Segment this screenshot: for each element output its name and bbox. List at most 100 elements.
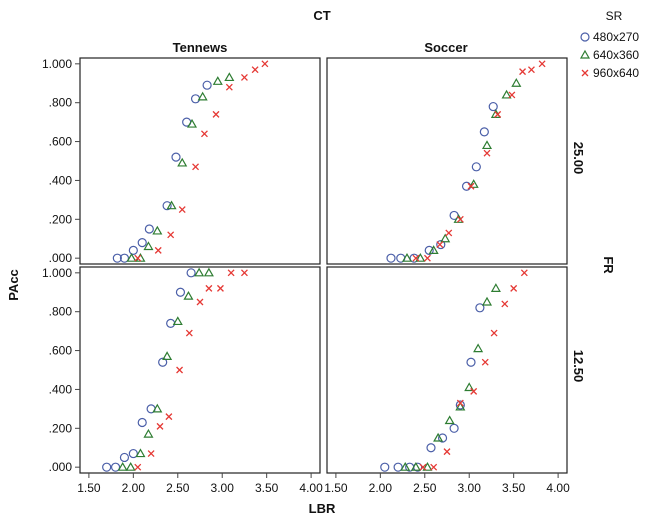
data-point-triangle bbox=[401, 252, 413, 262]
legend-marker-circle bbox=[580, 32, 590, 42]
data-point-circle bbox=[466, 357, 476, 367]
data-point-circle bbox=[449, 423, 459, 433]
y-tick-label: .200 bbox=[49, 212, 73, 226]
data-point-triangle bbox=[143, 428, 154, 438]
y-tick-label: .400 bbox=[49, 382, 73, 396]
y-tick-label: .800 bbox=[49, 305, 73, 319]
row-strip-label-25: 25.00 bbox=[571, 142, 586, 175]
series-480x270 bbox=[380, 303, 485, 472]
data-point-circle bbox=[455, 400, 465, 410]
data-point-triangle bbox=[162, 351, 173, 360]
column-variable-title: CT bbox=[313, 8, 330, 23]
column-strip-label-soccer: Soccer bbox=[424, 40, 467, 55]
y-tick-label: .600 bbox=[49, 344, 73, 358]
data-point-circle bbox=[102, 462, 112, 472]
legend-label-640x360: 640x360 bbox=[593, 48, 639, 62]
data-point-triangle bbox=[415, 252, 426, 262]
x-tick-label: 3.00 bbox=[458, 481, 482, 495]
data-point-circle bbox=[393, 462, 403, 472]
data-point-triangle bbox=[473, 343, 484, 353]
y-tick-label: .000 bbox=[49, 251, 73, 265]
panel-frame bbox=[326, 57, 568, 265]
x-tick-label: 2.00 bbox=[369, 481, 393, 495]
data-point-cross bbox=[436, 241, 444, 249]
data-point-cross bbox=[134, 463, 142, 471]
data-point-cross bbox=[538, 60, 546, 68]
data-point-circle bbox=[162, 201, 172, 211]
x-tick-label: 2.50 bbox=[413, 481, 437, 495]
data-point-triangle bbox=[444, 415, 455, 425]
y-tick-label: .000 bbox=[49, 460, 73, 474]
data-point-cross bbox=[147, 450, 155, 458]
data-point-cross bbox=[216, 284, 224, 292]
data-point-circle bbox=[112, 253, 122, 263]
data-point-cross bbox=[527, 66, 535, 74]
series-640x360 bbox=[401, 78, 522, 262]
data-point-cross bbox=[134, 254, 142, 262]
data-point-circle bbox=[128, 448, 138, 459]
data-point-cross bbox=[240, 269, 248, 277]
legend-entry-960x640: 960x640 bbox=[581, 66, 639, 80]
series-960x640 bbox=[419, 269, 528, 471]
y-tick-label: .200 bbox=[49, 421, 73, 435]
x-tick-label: 2.00 bbox=[122, 481, 146, 495]
data-point-triangle bbox=[126, 252, 137, 262]
legend-title: SR bbox=[606, 9, 623, 23]
data-point-circle bbox=[128, 245, 138, 255]
data-point-circle bbox=[471, 162, 481, 172]
data-point-triangle bbox=[117, 461, 128, 471]
x-tick-label: 3.50 bbox=[502, 481, 526, 495]
data-point-cross bbox=[483, 149, 491, 157]
data-point-cross bbox=[178, 206, 186, 214]
data-point-circle bbox=[386, 253, 396, 263]
data-point-cross bbox=[205, 284, 213, 292]
data-point-triangle bbox=[440, 233, 451, 243]
series-960x640 bbox=[134, 60, 269, 262]
data-point-triangle bbox=[224, 72, 235, 82]
legend-entry-640x360: 640x360 bbox=[579, 48, 639, 62]
panel-soccer-25-00 bbox=[326, 57, 568, 265]
series-960x640 bbox=[412, 60, 546, 262]
data-point-triangle bbox=[152, 225, 163, 235]
data-point-cross bbox=[494, 110, 502, 118]
data-point-cross bbox=[240, 73, 248, 81]
data-point-circle bbox=[426, 443, 436, 453]
row-strip-label-12-5: 12.50 bbox=[571, 350, 586, 383]
x-tick-label: 1.50 bbox=[324, 481, 348, 495]
data-point-circle bbox=[110, 462, 121, 472]
data-point-circle bbox=[158, 357, 168, 367]
data-point-circle bbox=[488, 101, 498, 112]
data-point-circle bbox=[475, 303, 485, 313]
data-point-cross bbox=[467, 182, 475, 190]
data-point-cross bbox=[185, 329, 193, 337]
legend-entry-480x270: 480x270 bbox=[580, 30, 639, 44]
data-point-triangle bbox=[511, 78, 522, 87]
data-point-cross bbox=[443, 448, 451, 456]
data-point-cross bbox=[456, 215, 464, 223]
data-point-triangle bbox=[481, 296, 493, 306]
data-point-cross bbox=[196, 298, 204, 306]
data-point-triangle bbox=[501, 89, 512, 99]
data-point-triangle bbox=[428, 245, 439, 254]
data-point-triangle bbox=[152, 403, 163, 413]
data-point-triangle bbox=[143, 241, 154, 251]
data-point-triangle bbox=[194, 267, 205, 277]
data-point-triangle bbox=[410, 461, 421, 471]
data-point-circle bbox=[171, 152, 181, 162]
x-tick-label: 3.50 bbox=[255, 481, 279, 495]
data-point-cross bbox=[510, 284, 518, 292]
legend-label-480x270: 480x270 bbox=[593, 30, 639, 44]
y-tick-label: 1.000 bbox=[42, 57, 72, 71]
data-point-triangle bbox=[197, 91, 208, 101]
data-point-cross bbox=[470, 387, 478, 395]
data-point-circle bbox=[144, 224, 154, 234]
data-point-cross bbox=[176, 366, 184, 374]
data-point-circle bbox=[137, 417, 147, 428]
data-point-cross bbox=[165, 413, 173, 421]
data-point-triangle bbox=[455, 401, 466, 411]
series-960x640 bbox=[134, 269, 248, 471]
data-point-triangle bbox=[183, 290, 194, 300]
data-point-cross bbox=[445, 229, 453, 237]
data-point-triangle bbox=[433, 432, 444, 442]
